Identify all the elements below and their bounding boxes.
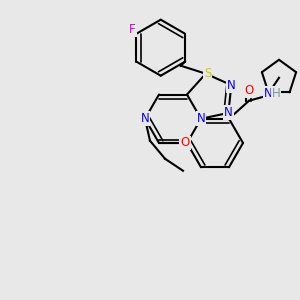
Text: O: O bbox=[244, 84, 253, 97]
Text: N: N bbox=[264, 87, 272, 100]
Text: H: H bbox=[272, 87, 280, 100]
Text: O: O bbox=[180, 136, 190, 149]
Text: N: N bbox=[227, 79, 236, 92]
Text: N: N bbox=[224, 106, 233, 119]
Text: S: S bbox=[204, 67, 212, 80]
Text: N: N bbox=[141, 112, 149, 125]
Text: N: N bbox=[196, 112, 206, 125]
Text: F: F bbox=[129, 23, 136, 36]
